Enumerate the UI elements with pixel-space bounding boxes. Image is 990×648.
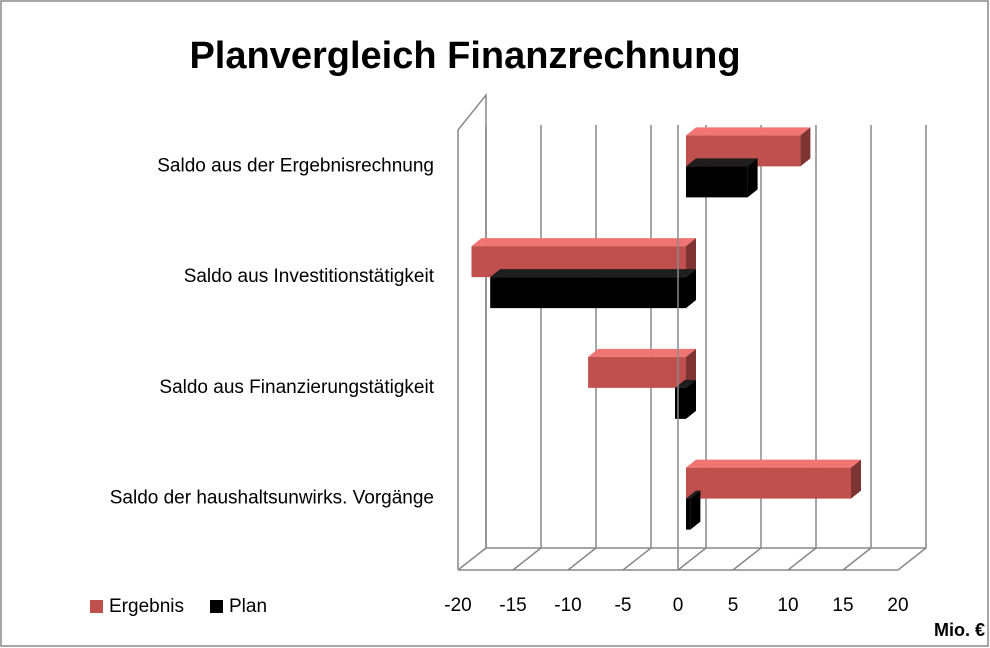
bar-top xyxy=(686,490,701,499)
legend-label: Plan xyxy=(229,596,267,617)
bar xyxy=(675,379,696,419)
x-tick-label: 5 xyxy=(728,595,739,616)
x-tick-label: -5 xyxy=(615,595,632,616)
bar-top xyxy=(675,379,696,388)
legend-swatch xyxy=(210,600,223,613)
bar xyxy=(686,459,861,499)
bar-top xyxy=(490,269,696,278)
x-tick-label: -15 xyxy=(499,595,526,616)
bar-front xyxy=(675,387,686,419)
x-tick-label: 10 xyxy=(777,595,798,616)
bar-front xyxy=(686,166,748,198)
bar-front xyxy=(588,356,686,388)
bar-top xyxy=(588,348,696,357)
legend-label: Ergebnis xyxy=(109,596,184,617)
bar-side xyxy=(690,490,701,530)
bar-side xyxy=(686,269,696,309)
bar-front xyxy=(490,277,686,309)
bar-side xyxy=(851,459,861,499)
bar-side xyxy=(747,158,758,198)
x-tick-label: 15 xyxy=(832,595,853,616)
bar-side xyxy=(686,348,696,388)
y-tick-label: Saldo aus Investitionstätigkeit xyxy=(184,266,435,287)
x-tick-label: 20 xyxy=(887,595,908,616)
x-tick-label: 0 xyxy=(673,595,684,616)
x-axis-label: Mio. € xyxy=(934,620,985,640)
y-tick-label: Saldo aus Finanzierungstätigkeit xyxy=(159,377,434,398)
bar xyxy=(490,269,696,309)
bar-side xyxy=(800,127,811,167)
bar-top xyxy=(686,459,861,468)
bar xyxy=(686,490,701,530)
y-tick-label: Saldo aus der Ergebnisrechnung xyxy=(157,155,434,176)
legend-swatch xyxy=(90,600,103,613)
bar-side xyxy=(686,379,696,419)
bar-top xyxy=(471,238,696,247)
bar-front xyxy=(686,467,851,499)
bar-side xyxy=(686,238,696,278)
x-tick-label: -20 xyxy=(444,595,471,616)
chart-title: Planvergleich Finanzrechnung xyxy=(189,35,740,77)
y-tick-label: Saldo der haushaltsunwirks. Vorgänge xyxy=(110,488,434,509)
bar-front xyxy=(686,498,691,530)
bar-top xyxy=(686,127,811,136)
bar xyxy=(686,158,758,198)
bar xyxy=(588,348,696,388)
x-tick-label: -10 xyxy=(554,595,581,616)
bar-top xyxy=(686,158,758,167)
